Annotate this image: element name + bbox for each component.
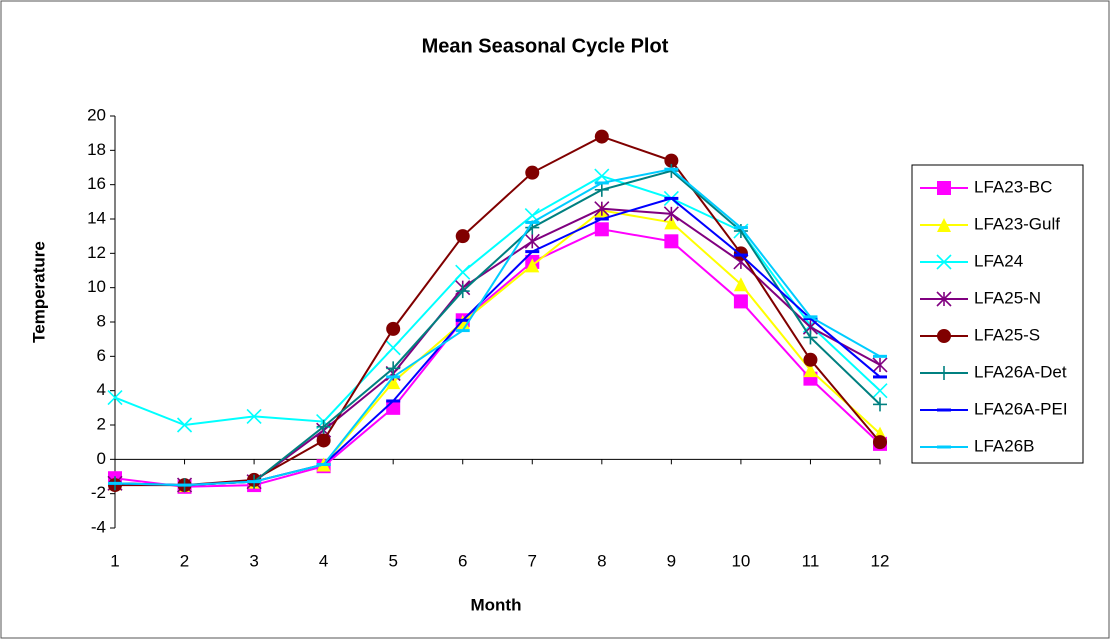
marker bbox=[386, 321, 401, 336]
marker bbox=[936, 291, 952, 307]
marker bbox=[385, 340, 401, 356]
y-tick-label: 6 bbox=[97, 346, 106, 365]
marker bbox=[455, 284, 470, 299]
x-tick-label: 7 bbox=[528, 551, 537, 570]
marker bbox=[872, 383, 888, 399]
legend-label: LFA26A-PEI bbox=[974, 399, 1068, 418]
marker bbox=[524, 233, 540, 249]
series-line bbox=[114, 174, 881, 427]
y-tick-label: 4 bbox=[97, 380, 106, 399]
legend-label: LFA23-BC bbox=[974, 177, 1052, 196]
marker bbox=[873, 397, 887, 412]
marker bbox=[316, 419, 331, 434]
marker bbox=[525, 258, 540, 273]
marker bbox=[937, 366, 951, 380]
marker bbox=[733, 246, 748, 261]
legend-label: LFA26A-Det bbox=[974, 362, 1067, 381]
marker bbox=[455, 264, 471, 280]
chart-title: Mean Seasonal Cycle Plot bbox=[422, 35, 669, 57]
y-tick-label: 14 bbox=[87, 208, 106, 227]
marker bbox=[594, 222, 609, 237]
y-tick-label: -2 bbox=[91, 483, 106, 502]
marker bbox=[246, 408, 262, 424]
marker bbox=[803, 363, 818, 378]
legend-label: LFA24 bbox=[974, 251, 1023, 270]
marker bbox=[803, 352, 818, 367]
marker bbox=[937, 181, 951, 195]
marker bbox=[733, 294, 748, 309]
x-tick-label: 1 bbox=[110, 551, 119, 570]
x-tick-label: 12 bbox=[871, 551, 890, 570]
marker bbox=[386, 400, 401, 415]
legend-label: LFA26B bbox=[974, 436, 1035, 455]
y-tick-label: 10 bbox=[87, 277, 106, 296]
x-axis-label: Month bbox=[471, 595, 522, 614]
marker bbox=[594, 168, 610, 184]
marker bbox=[386, 361, 401, 376]
marker bbox=[937, 218, 951, 232]
legend-box bbox=[911, 164, 1084, 464]
x-tick-label: 2 bbox=[180, 551, 189, 570]
marker bbox=[455, 229, 470, 244]
marker bbox=[107, 389, 123, 406]
y-tick-label: 12 bbox=[87, 243, 106, 262]
marker bbox=[316, 433, 331, 448]
marker bbox=[733, 277, 748, 292]
x-tick-label: 5 bbox=[388, 551, 397, 570]
marker bbox=[872, 357, 888, 373]
legend-label: LFA25-N bbox=[974, 288, 1041, 307]
x-tick-label: 3 bbox=[249, 551, 258, 570]
marker bbox=[386, 375, 401, 390]
x-tick-label: 6 bbox=[458, 551, 467, 570]
y-tick-label: 8 bbox=[97, 311, 106, 330]
marker bbox=[873, 435, 887, 450]
y-tick-label: -4 bbox=[91, 517, 106, 536]
series-line bbox=[115, 135, 881, 487]
marker bbox=[594, 201, 610, 217]
y-tick-label: 0 bbox=[97, 449, 106, 468]
y-axis-label: Temperature bbox=[29, 241, 48, 343]
y-tick-label: 16 bbox=[87, 174, 106, 193]
x-tick-label: 10 bbox=[731, 551, 750, 570]
y-tick-label: 20 bbox=[87, 105, 106, 124]
legend-label: LFA25-S bbox=[974, 325, 1040, 344]
series-line bbox=[114, 228, 881, 488]
marker bbox=[803, 330, 818, 345]
marker bbox=[936, 254, 952, 270]
marker bbox=[663, 206, 679, 222]
legend-label: LFA23-Gulf bbox=[974, 214, 1060, 233]
x-tick-label: 11 bbox=[802, 551, 820, 570]
x-tick-label: 4 bbox=[319, 551, 328, 570]
x-tick-label: 9 bbox=[667, 551, 676, 570]
marker bbox=[664, 234, 679, 249]
y-tick-label: 18 bbox=[87, 140, 106, 159]
marker bbox=[594, 129, 609, 144]
x-tick-label: 8 bbox=[597, 551, 606, 570]
marker bbox=[176, 417, 193, 433]
marker bbox=[664, 153, 679, 168]
series-line bbox=[114, 168, 881, 487]
marker bbox=[525, 165, 540, 180]
marker bbox=[937, 329, 951, 343]
y-tick-label: 2 bbox=[97, 414, 106, 433]
marker bbox=[664, 215, 679, 230]
marker bbox=[594, 182, 609, 197]
